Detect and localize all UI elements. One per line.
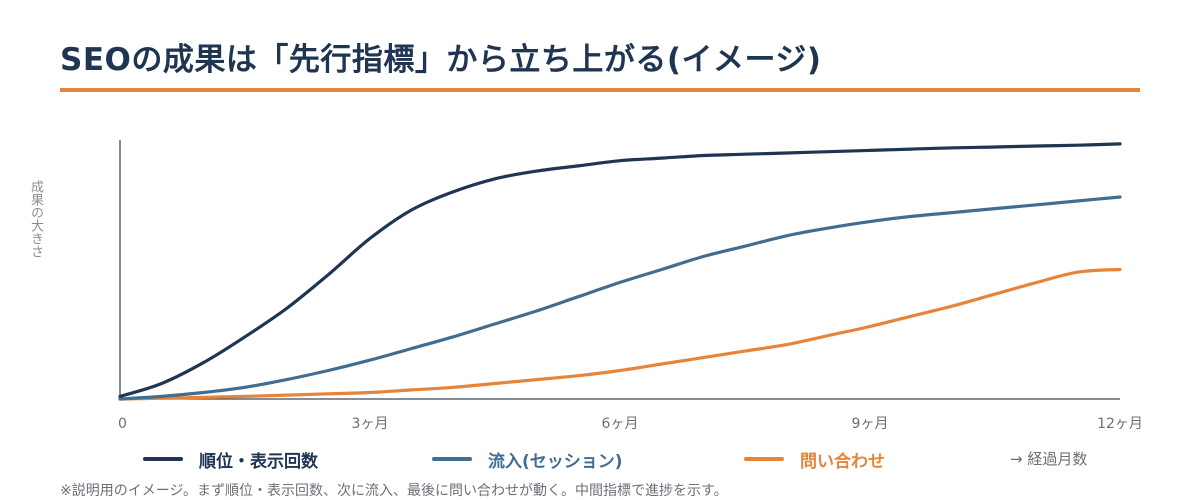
- x-tick-label: 6ヶ月: [602, 416, 639, 432]
- series-line-ranking: [118, 142, 1122, 398]
- x-axis-label: → 経過月数: [1010, 450, 1088, 468]
- line-chart: 0 3ヶ月 6ヶ月 9ヶ月 12ヶ月: [118, 140, 1143, 432]
- x-tick-label: 9ヶ月: [852, 416, 889, 432]
- series-line-sessions: [118, 195, 1122, 401]
- y-axis-label: 成果の大きさ: [28, 180, 43, 258]
- series-lines: [118, 142, 1122, 401]
- page-title: SEOの成果は「先行指標」から立ち上がる(イメージ): [60, 42, 822, 78]
- legend-item-series-3: 問い合わせ: [744, 448, 885, 472]
- legend-swatch-2: [432, 457, 472, 461]
- x-tick-label: 12ヶ月: [1097, 416, 1143, 432]
- title-underline: [60, 88, 1140, 92]
- legend-label-3: 問い合わせ: [800, 451, 885, 472]
- x-tick-label: 3ヶ月: [352, 416, 389, 432]
- legend-swatch-1: [143, 457, 183, 461]
- footnote: ※説明用のイメージ。まず順位・表示回数、次に流入、最後に問い合わせが動く。中間指…: [60, 483, 728, 499]
- legend-label-1: 順位・表示回数: [199, 451, 318, 472]
- x-tick-labels: 0 3ヶ月 6ヶ月 9ヶ月 12ヶ月: [118, 416, 1143, 432]
- series-line-inquiries: [118, 267, 1122, 401]
- legend-label-2: 流入(セッション): [488, 451, 623, 472]
- legend-item-series-1: 順位・表示回数: [143, 448, 318, 472]
- legend-swatch-3: [744, 457, 784, 461]
- legend-item-series-2: 流入(セッション): [432, 448, 623, 472]
- x-tick-label: 0: [118, 416, 127, 432]
